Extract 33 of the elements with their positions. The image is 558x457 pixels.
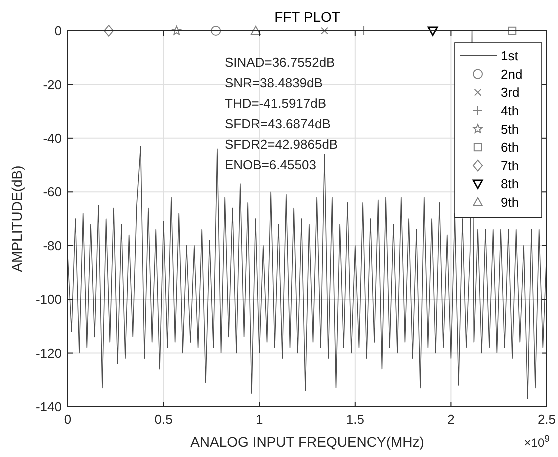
annotation: SINAD=36.7552dB [225, 55, 336, 70]
y-tick-label: -100 [36, 292, 62, 308]
y-axis-title: AMPLITUDE(dB) [9, 166, 25, 272]
annotation: ENOB=6.45503 [225, 158, 316, 172]
legend-label: 7th [501, 158, 520, 174]
y-tick-label: -120 [36, 346, 62, 361]
legend-label: 6th [501, 140, 520, 156]
y-tick-label: 0 [54, 24, 62, 39]
legend-label: 3rd [501, 85, 520, 100]
text: ×10$^{9}$ [524, 434, 550, 450]
legend-label: 8th [501, 176, 520, 192]
annotation: THD=-41.5917dB [225, 96, 327, 111]
x-tick-label: 2 [448, 412, 455, 427]
x-tick-label: 0 [64, 412, 72, 427]
y-tick-label: -60 [43, 184, 62, 200]
y-tick-label: -140 [36, 400, 62, 415]
legend-label: 5th [501, 122, 520, 137]
legend-label: 4th [501, 103, 520, 118]
y-tick-label: -80 [43, 238, 62, 254]
legend-label: 1st [501, 48, 519, 64]
annotation: SNR=38.4839dB [225, 76, 323, 90]
annotation: SFDR=43.6874dB [225, 116, 331, 132]
legend-label: 2nd [501, 66, 523, 82]
x-tick-label: 1 [256, 412, 264, 427]
y-tick-label: -20 [43, 77, 62, 92]
legend-label: 9th [501, 194, 520, 210]
annotation: SFDR2=42.9865dB [225, 137, 338, 152]
x-axis-title: ANALOG INPUT FREQUENCY(MHz) [190, 434, 424, 450]
y-tick-label: -40 [43, 130, 62, 146]
chart-title: FFT PLOT [274, 9, 341, 25]
x-tick-label: 2.5 [538, 412, 556, 427]
x-tick-label: 1.5 [346, 412, 364, 427]
x-tick-label: 0.5 [154, 412, 173, 427]
